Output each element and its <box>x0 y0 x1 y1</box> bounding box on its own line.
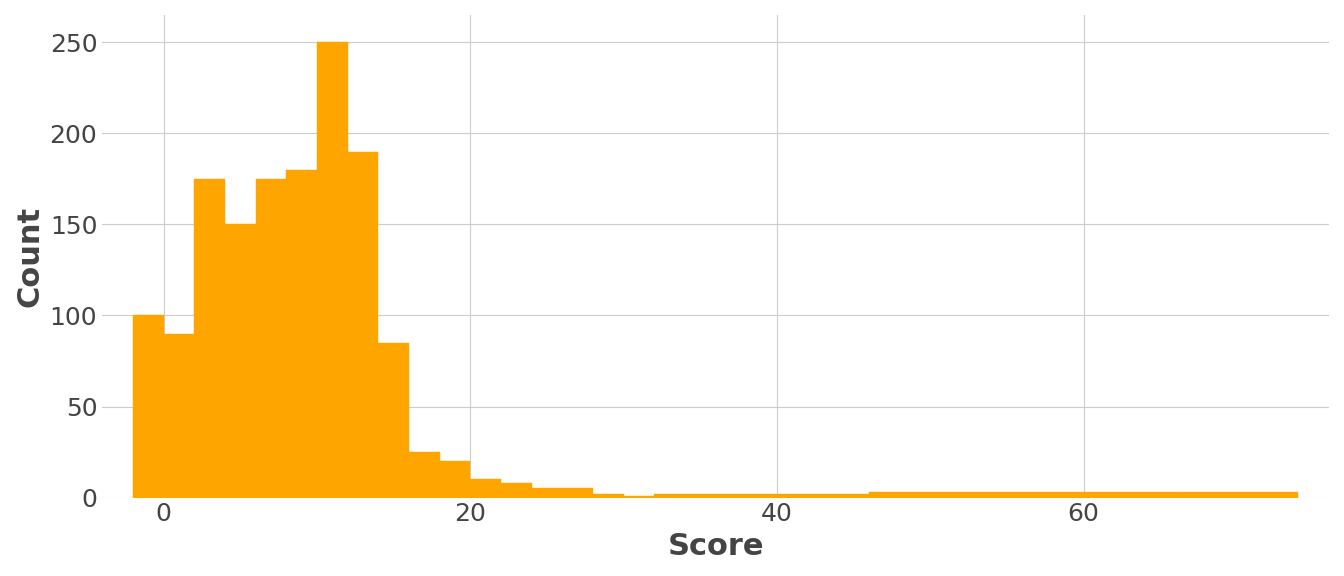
Bar <box>1176 492 1298 498</box>
Bar <box>317 42 348 498</box>
Bar <box>624 496 655 498</box>
Bar <box>164 334 194 498</box>
Bar <box>255 179 286 498</box>
Bar <box>194 179 224 498</box>
Bar <box>870 492 1176 498</box>
Bar <box>501 483 532 498</box>
Bar <box>348 151 378 498</box>
Bar <box>224 225 255 498</box>
Bar <box>655 494 685 498</box>
Bar <box>378 343 409 498</box>
Bar <box>593 494 624 498</box>
Bar <box>470 479 501 498</box>
Bar <box>439 461 470 498</box>
Bar <box>562 488 593 498</box>
Bar <box>286 170 317 498</box>
Bar <box>715 494 870 498</box>
Bar <box>685 494 715 498</box>
Y-axis label: Count: Count <box>15 206 44 307</box>
Bar <box>409 452 439 498</box>
Bar <box>532 488 562 498</box>
Bar <box>133 316 164 498</box>
X-axis label: Score: Score <box>668 532 763 561</box>
